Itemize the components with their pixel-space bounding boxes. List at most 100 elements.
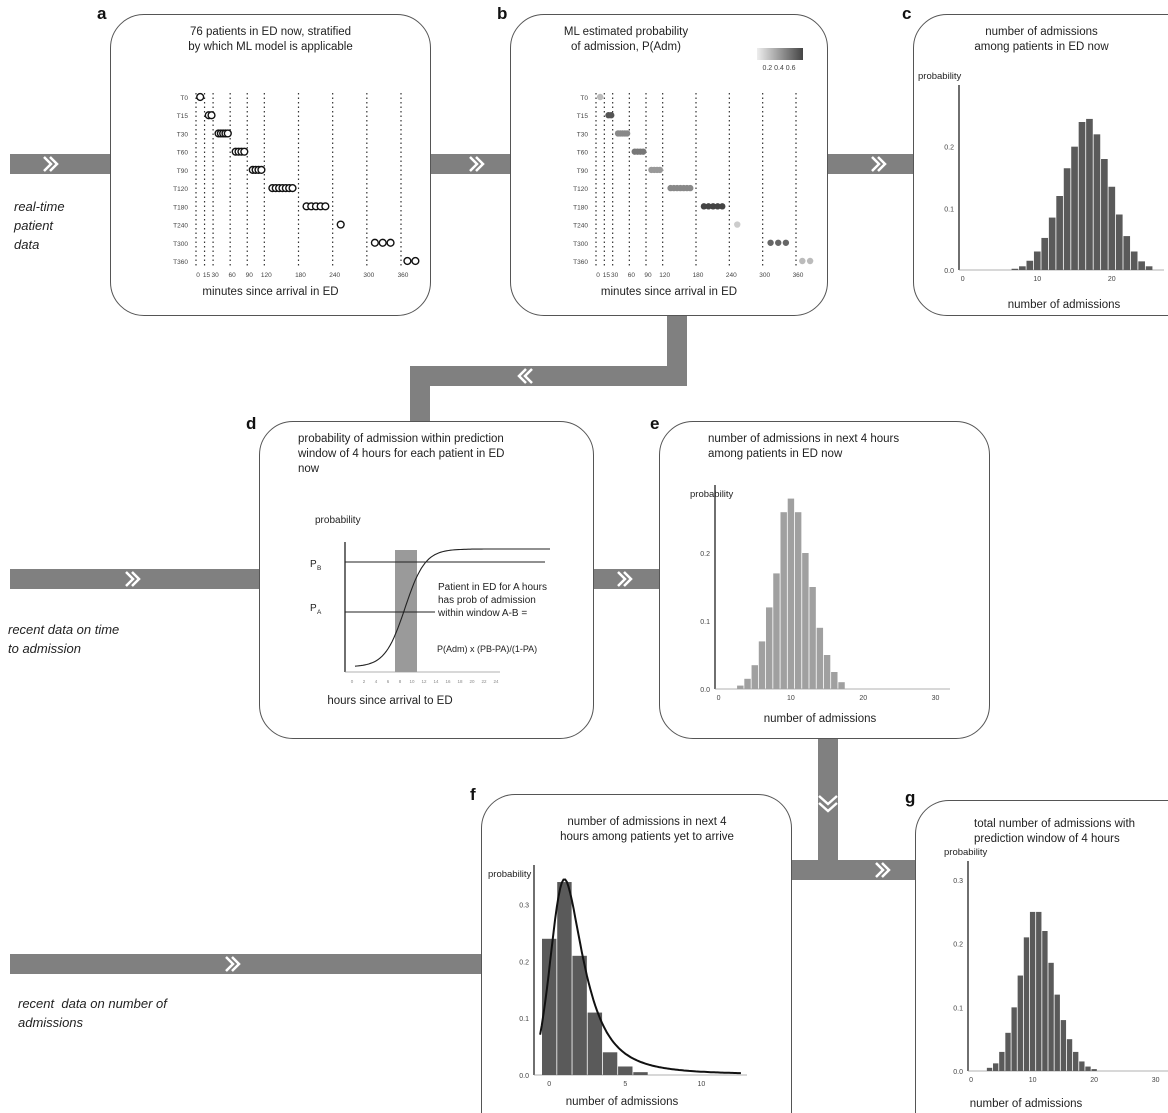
x-tick-label: 12 — [421, 679, 427, 684]
tick-label: 30 — [211, 272, 219, 279]
histogram-bar — [1033, 251, 1041, 270]
histogram-bar — [773, 573, 780, 689]
arrow-b-down — [667, 314, 687, 380]
patient-dot — [336, 220, 345, 229]
tick-label: 180 — [693, 272, 704, 279]
histogram-bar — [1091, 1069, 1097, 1071]
panel-f-title: number of admissions in next 4 hours amo… — [560, 816, 734, 843]
histogram-bar — [1063, 168, 1071, 270]
tick-label: 360 — [398, 272, 409, 279]
patient-dot — [608, 112, 615, 119]
x-tick-label: 16 — [445, 679, 451, 684]
tick-label: 240 — [329, 272, 340, 279]
row-label: T30 — [577, 131, 589, 138]
panel-g-title: total number of admissions with predicti… — [974, 818, 1136, 845]
histogram-bar — [572, 955, 587, 1075]
panel-f-label: f — [470, 785, 476, 804]
legend-colorbar — [757, 48, 803, 60]
y-tick-label: 0.2 — [700, 551, 710, 558]
row-label: T360 — [173, 259, 188, 266]
histogram-bar — [838, 682, 845, 689]
row-label: T60 — [177, 150, 189, 157]
patient-dot — [370, 238, 379, 247]
histogram-bar — [618, 1066, 633, 1075]
arrow-b-to-c — [826, 154, 913, 174]
patient-dot — [767, 239, 774, 246]
chevron-icon — [125, 571, 141, 587]
x-tick-label: 10 — [409, 679, 415, 684]
histogram-bar — [1048, 217, 1056, 270]
tick-label: 0 — [196, 272, 200, 279]
row-label: T0 — [580, 95, 588, 102]
histogram-bar — [602, 1052, 618, 1075]
row-label: T180 — [173, 204, 188, 211]
annotation-line: has prob of admission — [438, 595, 536, 606]
histogram-bar — [999, 1051, 1005, 1071]
patient-dot — [207, 111, 216, 120]
tick-label: 90 — [246, 272, 254, 279]
y-axis-label: probability — [315, 515, 361, 526]
chevron-icon — [225, 956, 241, 972]
histogram-bar — [1123, 236, 1131, 270]
patient-dot — [734, 221, 741, 228]
chevron-icon — [875, 862, 891, 878]
patient-dot — [596, 93, 604, 101]
row-label: T15 — [577, 113, 589, 120]
x-tick-label: 2 — [363, 679, 366, 684]
patient-dot — [403, 256, 412, 266]
panel-d-title: probability of admission within predicti… — [298, 433, 505, 475]
x-tick-label: 6 — [387, 679, 390, 684]
panel-g-histogram: 0.0 0.1 0.2 0.3 0 10 20 30 probability — [944, 847, 1168, 1084]
arrow-b-to-d — [410, 366, 687, 386]
x-tick-label: 20 — [469, 679, 475, 684]
x-tick-label: 20 — [859, 695, 867, 702]
histogram-bar — [1011, 268, 1019, 270]
input-num-admissions-label: recent data on number of admissions — [18, 996, 167, 1030]
x-tick-label: 10 — [1033, 276, 1041, 283]
panel-c: number of admissions among patients in E… — [913, 14, 1168, 316]
chevron-icon — [469, 156, 485, 172]
histogram-bar — [823, 655, 831, 689]
histogram-bar — [1093, 134, 1101, 270]
histogram-bar — [1145, 266, 1153, 270]
pa-label: P — [310, 603, 317, 614]
y-axis-label: probability — [488, 869, 532, 880]
row-label: T120 — [573, 186, 588, 193]
patient-dot — [240, 147, 249, 156]
row-label: T120 — [173, 186, 188, 193]
x-tick-label: 0 — [547, 1081, 551, 1088]
cdf-curve — [354, 548, 550, 667]
arrow-into-d — [410, 366, 430, 421]
histogram-bar — [794, 512, 802, 689]
row-label: T0 — [180, 95, 188, 102]
y-tick-label: 0.2 — [953, 942, 963, 949]
tick-label: 300 — [363, 272, 374, 279]
panel-f-xlabel: number of admissions — [565, 1096, 679, 1108]
annotation-line: Patient in ED for A hours — [438, 582, 547, 593]
patient-dot — [714, 203, 721, 210]
panel-a-dotplot: T0 T15 T30 T60 T90 T120 T180 T240 T300 T360 0 15 30 6… — [173, 92, 420, 279]
patient-dot — [378, 238, 387, 247]
panel-d-xlabel: hours since arrival to ED — [327, 695, 453, 707]
panel-c-label: c — [902, 4, 912, 23]
row-label: T180 — [573, 204, 588, 211]
patient-dot — [411, 256, 420, 266]
panel-a-title: 76 patients in ED now, stratified by whi… — [188, 26, 353, 53]
panel-f: number of admissions in next 4 hours amo… — [481, 794, 792, 1113]
histogram-bar — [1060, 1020, 1067, 1071]
patient-dot — [806, 257, 814, 265]
histogram-bar — [1138, 261, 1145, 270]
histogram-bar — [1071, 146, 1078, 270]
histogram-bar — [1011, 1007, 1017, 1071]
histogram-bar — [1108, 186, 1116, 270]
panel-e-label: e — [650, 414, 660, 433]
y-axis-label: probability — [690, 489, 734, 500]
legend-ticks: 0.2 0.4 0.6 — [762, 65, 795, 72]
chevron-icon — [871, 156, 887, 172]
histogram-bar — [542, 938, 557, 1075]
histogram-bar — [1079, 1061, 1085, 1071]
histogram-bar — [986, 1067, 993, 1071]
y-tick-label: 0.3 — [519, 903, 529, 910]
